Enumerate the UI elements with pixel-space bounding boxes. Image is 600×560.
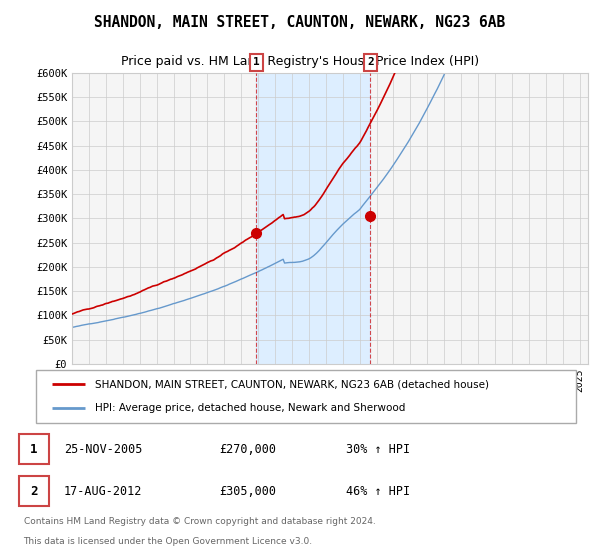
Text: This data is licensed under the Open Government Licence v3.0.: This data is licensed under the Open Gov… [23,538,313,547]
Text: £305,000: £305,000 [220,484,277,498]
Text: 1: 1 [30,442,38,456]
Text: 1: 1 [253,57,260,67]
Text: SHANDON, MAIN STREET, CAUNTON, NEWARK, NG23 6AB (detached house): SHANDON, MAIN STREET, CAUNTON, NEWARK, N… [95,380,490,390]
Text: HPI: Average price, detached house, Newark and Sherwood: HPI: Average price, detached house, Newa… [95,403,406,413]
Text: SHANDON, MAIN STREET, CAUNTON, NEWARK, NG23 6AB: SHANDON, MAIN STREET, CAUNTON, NEWARK, N… [94,15,506,30]
Text: £270,000: £270,000 [220,442,277,456]
Text: 2: 2 [30,484,38,498]
Bar [256,73,370,364]
Text: 30% ↑ HPI: 30% ↑ HPI [346,442,410,456]
FancyBboxPatch shape [36,370,576,423]
Text: 2: 2 [367,57,374,67]
FancyBboxPatch shape [19,435,49,464]
Text: Price paid vs. HM Land Registry's House Price Index (HPI): Price paid vs. HM Land Registry's House … [121,55,479,68]
Text: Contains HM Land Registry data © Crown copyright and database right 2024.: Contains HM Land Registry data © Crown c… [23,517,375,526]
Text: 46% ↑ HPI: 46% ↑ HPI [346,484,410,498]
Text: 17-AUG-2012: 17-AUG-2012 [64,484,142,498]
FancyBboxPatch shape [19,477,49,506]
Text: 25-NOV-2005: 25-NOV-2005 [64,442,142,456]
